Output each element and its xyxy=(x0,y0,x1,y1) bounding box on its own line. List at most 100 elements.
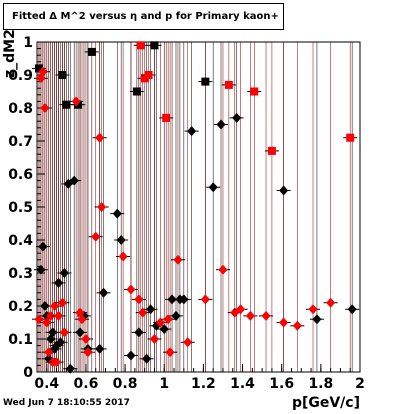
data-point xyxy=(112,208,122,219)
data-point xyxy=(224,80,233,89)
y-tick-label: 0.9 xyxy=(8,68,33,84)
data-point xyxy=(126,350,136,361)
data-point xyxy=(95,343,105,354)
data-point xyxy=(95,132,105,143)
data-point xyxy=(261,310,271,321)
data-point xyxy=(132,87,141,96)
y-tick-label: 0.3 xyxy=(8,266,33,282)
data-point xyxy=(155,317,165,328)
data-point xyxy=(179,294,189,305)
data-point xyxy=(150,41,159,50)
x-tick-label: 0.4 xyxy=(34,376,59,392)
axis-ticks: 0.4 0.6 0.8 1 1.2 1.4 1.6 1.8 2 0 0.1 0.2 0.3 0.4 0.5 0… xyxy=(8,35,365,392)
data-point xyxy=(208,182,218,193)
data-point xyxy=(69,175,79,186)
data-point xyxy=(65,363,75,374)
x-tick-label: 1.2 xyxy=(191,376,216,392)
data-point xyxy=(171,310,181,321)
y-tick-label: 0.5 xyxy=(8,200,33,216)
data-point xyxy=(167,294,177,305)
data-point xyxy=(38,241,48,252)
data-point xyxy=(58,71,67,79)
data-point xyxy=(218,264,228,275)
data-point xyxy=(326,297,336,308)
data-point xyxy=(245,310,255,321)
data-points xyxy=(31,41,360,374)
data-point xyxy=(136,41,145,50)
data-point xyxy=(216,119,226,130)
data-point xyxy=(292,320,302,331)
data-point xyxy=(279,185,289,196)
data-point xyxy=(75,327,85,338)
data-point xyxy=(34,64,43,73)
data-point xyxy=(116,235,126,245)
data-point xyxy=(347,304,357,315)
data-point xyxy=(48,327,58,338)
y-tick-label: 1 xyxy=(23,35,33,51)
data-point xyxy=(173,254,183,265)
data-point xyxy=(250,87,259,96)
x-tick-label: 0.6 xyxy=(74,376,99,392)
data-point xyxy=(308,304,318,315)
data-point xyxy=(50,301,60,311)
data-point xyxy=(97,202,107,212)
data-point xyxy=(232,112,242,123)
data-point xyxy=(346,133,355,142)
x-tick-label: 1.8 xyxy=(308,376,333,392)
data-point xyxy=(40,103,50,113)
y-tick-label: 0.2 xyxy=(8,299,33,315)
data-point xyxy=(134,327,144,338)
data-point xyxy=(126,284,136,295)
data-point xyxy=(46,310,56,321)
y-axis-label: z_dM2 xyxy=(2,29,18,78)
data-point xyxy=(236,304,246,315)
vertical-bin-lines xyxy=(38,42,353,372)
plot-frame xyxy=(36,41,361,373)
timestamp: Wed Jun 7 18:10:55 2017 xyxy=(3,398,130,408)
data-point xyxy=(52,357,62,368)
data-point xyxy=(279,317,289,328)
data-point xyxy=(40,301,50,311)
x-tick-label: 1.6 xyxy=(269,376,294,392)
data-point xyxy=(142,353,152,364)
data-point xyxy=(163,314,173,325)
data-point xyxy=(87,47,96,56)
data-point xyxy=(59,268,69,278)
chart-title: Fitted Δ M^2 versus η and p for Primary … xyxy=(3,3,284,30)
data-point xyxy=(165,347,175,358)
data-point xyxy=(55,337,65,348)
data-point xyxy=(44,347,54,358)
data-point xyxy=(77,314,87,325)
y-tick-label: 0.8 xyxy=(8,101,33,117)
x-tick-label: 2 xyxy=(355,376,365,392)
data-point xyxy=(81,334,91,344)
x-tick-label: 1.4 xyxy=(230,376,255,392)
data-point xyxy=(38,66,48,77)
x-tick-label: 1 xyxy=(159,376,169,392)
data-point xyxy=(54,310,64,321)
data-point xyxy=(200,294,210,305)
data-point xyxy=(134,294,144,305)
data-point xyxy=(183,337,193,348)
data-point xyxy=(83,347,93,358)
data-point xyxy=(149,334,159,344)
data-point xyxy=(118,251,128,262)
y-tick-label: 0 xyxy=(23,365,33,381)
y-tick-label: 0.1 xyxy=(8,332,33,348)
y-tick-label: 0.7 xyxy=(8,134,33,150)
data-point xyxy=(267,146,276,155)
x-axis-label: p[GeV/c] xyxy=(291,395,360,411)
data-point xyxy=(91,231,101,242)
data-point xyxy=(62,100,71,109)
data-point xyxy=(57,297,67,308)
data-point xyxy=(71,96,81,107)
data-point xyxy=(34,314,44,325)
y-tick-label: 0.6 xyxy=(8,167,33,183)
data-point xyxy=(54,277,64,288)
data-point xyxy=(312,314,322,325)
data-point xyxy=(138,307,148,318)
x-tick-label: 0.8 xyxy=(113,376,138,392)
data-point xyxy=(201,77,210,86)
data-point xyxy=(99,287,109,298)
